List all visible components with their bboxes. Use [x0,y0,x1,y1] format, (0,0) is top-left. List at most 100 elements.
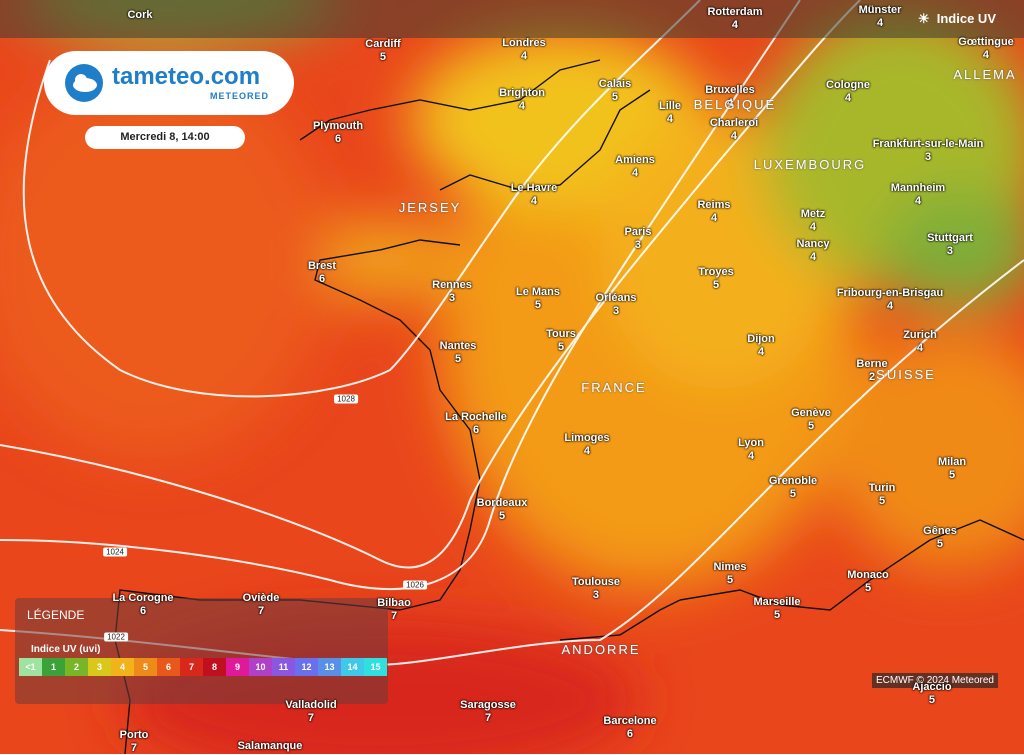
city-uv-value: 5 [936,538,944,550]
city-label: La Rochelle 6 [445,411,507,437]
city-name: Ajaccio [912,681,952,693]
city-name: Lille [658,100,682,112]
city-label: Gênes 5 [923,525,957,551]
city-uv-value: 4 [844,92,852,104]
city-name: Oviède [242,592,280,604]
legend-cell: 3 [88,658,111,676]
city-uv-value: 5 [454,353,462,365]
city-name: Rotterdam [707,6,763,18]
city-uv-value: 5 [773,609,781,621]
city-name: Nancy [796,238,830,250]
city-name: Tours [546,328,576,340]
city-uv-value: 6 [334,133,342,145]
city-name: Fribourg-en-Brisgau [836,287,944,299]
city-name: Frankfurt-sur-le-Main [872,138,984,150]
city-uv-value: 3 [612,305,620,317]
legend-cell: 8 [203,658,226,676]
city-label: Fribourg-en-Brisgau 4 [837,287,943,313]
legend-cell: 15 [364,658,387,676]
city-label: Porto 7 [120,729,149,755]
city-uv-value: 4 [530,195,538,207]
city-name: Münster [858,4,902,16]
city-label: Valladolid 7 [285,699,336,725]
city-name: Mannheim [890,182,946,194]
city-uv-value: 4 [916,342,924,354]
city-label: Londres 4 [502,37,545,63]
region-label: BELGIQUE [693,97,777,112]
city-label: Gœttingue 4 [958,36,1014,62]
legend-cell: 1 [42,658,65,676]
city-label: Charleroi 4 [710,117,758,143]
city-label: Barcelone 6 [603,715,656,741]
city-label: Brighton 4 [499,87,545,113]
city-name: La Corogne [112,592,174,604]
city-name: Reims [697,199,731,211]
layer-name: Indice UV [936,11,996,26]
legend-cell: 9 [226,658,249,676]
city-uv-value: 6 [626,728,634,740]
city-name: Dijon [747,333,775,345]
city-uv-value: 3 [448,292,456,304]
legend-cell: <1 [19,658,42,676]
city-label: Cologne 4 [826,79,870,105]
city-uv-value: 7 [390,610,398,622]
city-uv-value: 4 [747,450,755,462]
city-label: Münster 4 [859,4,902,30]
isobar-label: 1028 [334,394,358,404]
city-label: Tours 5 [546,328,576,354]
date-pill[interactable]: Mercredi 8, 14:00 [85,126,245,149]
city-label: Berne 2 [856,358,887,384]
city-uv-value: 4 [757,346,765,358]
city-label: Le Mans 5 [516,286,560,312]
legend-scale: <1 1 2 3 4 5 6 7 8 9 10 11 12 13 14 15 [19,658,387,676]
city-name: Gœttingue [958,36,1014,48]
city-label: Lille 4 [659,100,681,126]
city-label: Zurich 4 [903,329,937,355]
city-label: Grenoble 5 [769,475,817,501]
logo[interactable]: tameteo.com METEORED [44,51,294,115]
city-name: Marseille [753,596,801,608]
city-name: Salamanque [237,740,303,752]
region-label: JERSEY [398,200,462,215]
city-name: Saragosse [460,699,516,711]
city-uv-value: 5 [534,299,542,311]
city-label: Orléans 3 [596,292,637,318]
logo-icon [65,64,103,102]
city-label: Rennes 3 [432,279,472,305]
legend: LÉGENDE Indice UV (uvi) <1 1 2 3 4 5 6 7 8 9 10 11 1… [15,598,388,704]
city-uv-value: 5 [611,91,619,103]
city-uv-value: 5 [379,51,387,63]
city-label: Cork [127,9,152,22]
city-name: Barcelone [603,715,657,727]
city-label: Bilbao 7 [377,597,411,623]
city-uv-value: 7 [130,742,138,754]
city-uv-value: 5 [498,510,506,522]
city-name: Lyon [738,437,764,449]
city-label: Milan 5 [938,456,966,482]
city-name: Berne [856,358,888,370]
city-uv-value: 5 [948,469,956,481]
legend-cell: 4 [111,658,134,676]
city-uv-value: 4 [809,221,817,233]
city-uv-value: 4 [982,49,990,61]
city-label: Nimes 5 [713,561,746,587]
city-name: Amiens [615,154,655,166]
city-name: Orléans [595,292,637,304]
layer-label[interactable]: ☀ Indice UV [917,11,996,26]
city-uv-value: 3 [946,245,954,257]
city-name: Limoges [564,432,610,444]
city-uv-value: 4 [710,212,718,224]
city-name: Stuttgart [927,232,973,244]
legend-cell: 7 [180,658,203,676]
city-uv-value: 5 [807,420,815,432]
city-label: Troyes 5 [698,266,733,292]
city-name: Valladolid [285,699,337,711]
city-label: Toulouse 3 [572,576,620,602]
city-uv-value: 4 [731,19,739,31]
isobar-label: 1022 [104,632,128,642]
city-uv-value: 5 [864,582,872,594]
city-label: Bruxelles 4 [705,84,755,110]
city-name: Le Mans [515,286,561,298]
city-label: Calais 5 [599,78,631,104]
